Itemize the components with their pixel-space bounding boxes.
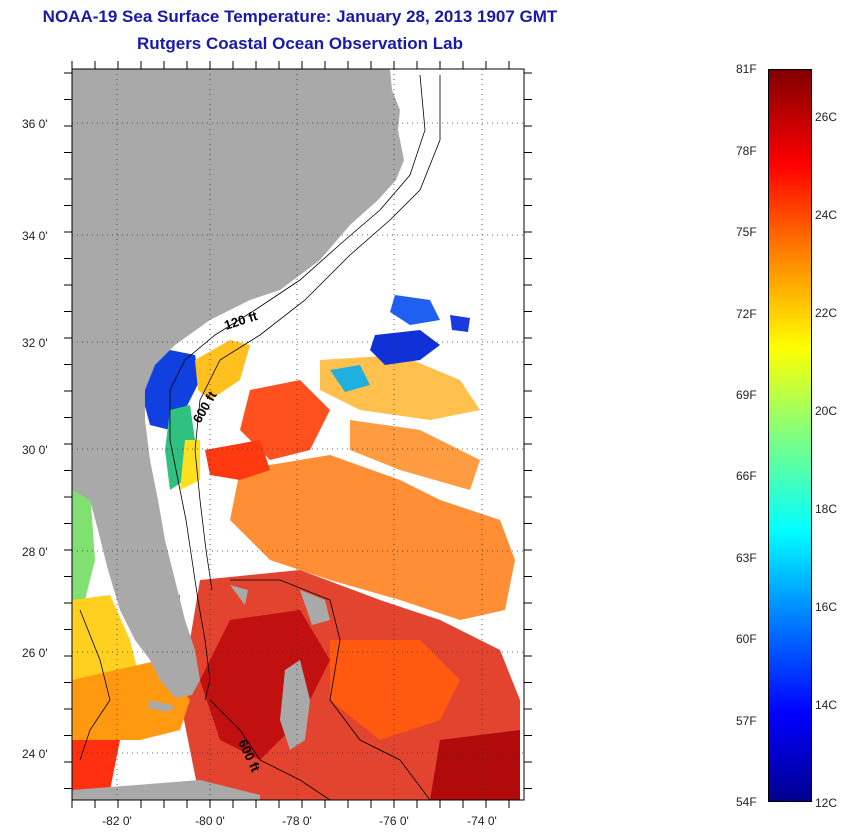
colorbar-label-22c: 22C <box>815 306 838 320</box>
map-frame <box>71 68 525 801</box>
land-cuba <box>72 780 260 800</box>
colorbar-label-63f: 63F <box>736 551 757 565</box>
lat-label-30: 30 0' <box>22 443 48 457</box>
colorbar-label-14c: 14C <box>815 698 838 712</box>
axis-ticks <box>64 61 532 808</box>
temperature-colorbar <box>768 69 812 802</box>
colorbar-label-26c: 26C <box>815 110 838 124</box>
colorbar-label-16c: 16C <box>815 600 838 614</box>
colorbar-label-20c: 20C <box>815 404 838 418</box>
colorbar-label-66f: 66F <box>736 469 757 483</box>
land-mainland <box>72 69 404 698</box>
lat-label-34: 34 0' <box>22 229 48 243</box>
lon-label-82: -82 0' <box>102 814 132 828</box>
colorbar-label-81f: 81F <box>736 62 757 76</box>
lat-label-24: 24 0' <box>22 747 48 761</box>
bathymetry-contours <box>79 74 441 800</box>
colorbar-label-72f: 72F <box>736 307 757 321</box>
map-subtitle: Rutgers Coastal Ocean Observation Lab <box>137 34 463 53</box>
colorbar-label-78f: 78F <box>736 144 757 158</box>
colorbar-label-12c: 12C <box>815 796 838 810</box>
colorbar-label-18c: 18C <box>815 502 838 516</box>
colorbar-label-57f: 57F <box>736 714 757 728</box>
land-keys <box>148 700 175 712</box>
lat-label-26: 26 0' <box>22 646 48 660</box>
land-bahamas <box>230 585 330 750</box>
colorbar-label-69f: 69F <box>736 388 757 402</box>
lat-label-28: 28 0' <box>22 545 48 559</box>
lat-label-36: 36 0' <box>22 117 48 131</box>
lon-label-80: -80 0' <box>195 814 225 828</box>
colorbar-label-75f: 75F <box>736 225 757 239</box>
graticule <box>72 69 524 800</box>
lat-label-32: 32 0' <box>22 336 48 350</box>
colorbar-label-24c: 24C <box>815 208 838 222</box>
lon-label-76: -76 0' <box>379 814 409 828</box>
lon-label-74: -74 0' <box>467 814 497 828</box>
colorbar-label-60f: 60F <box>736 632 757 646</box>
lon-label-78: -78 0' <box>282 814 312 828</box>
colorbar-label-54f: 54F <box>736 795 757 809</box>
map-title: NOAA-19 Sea Surface Temperature: January… <box>42 7 558 26</box>
